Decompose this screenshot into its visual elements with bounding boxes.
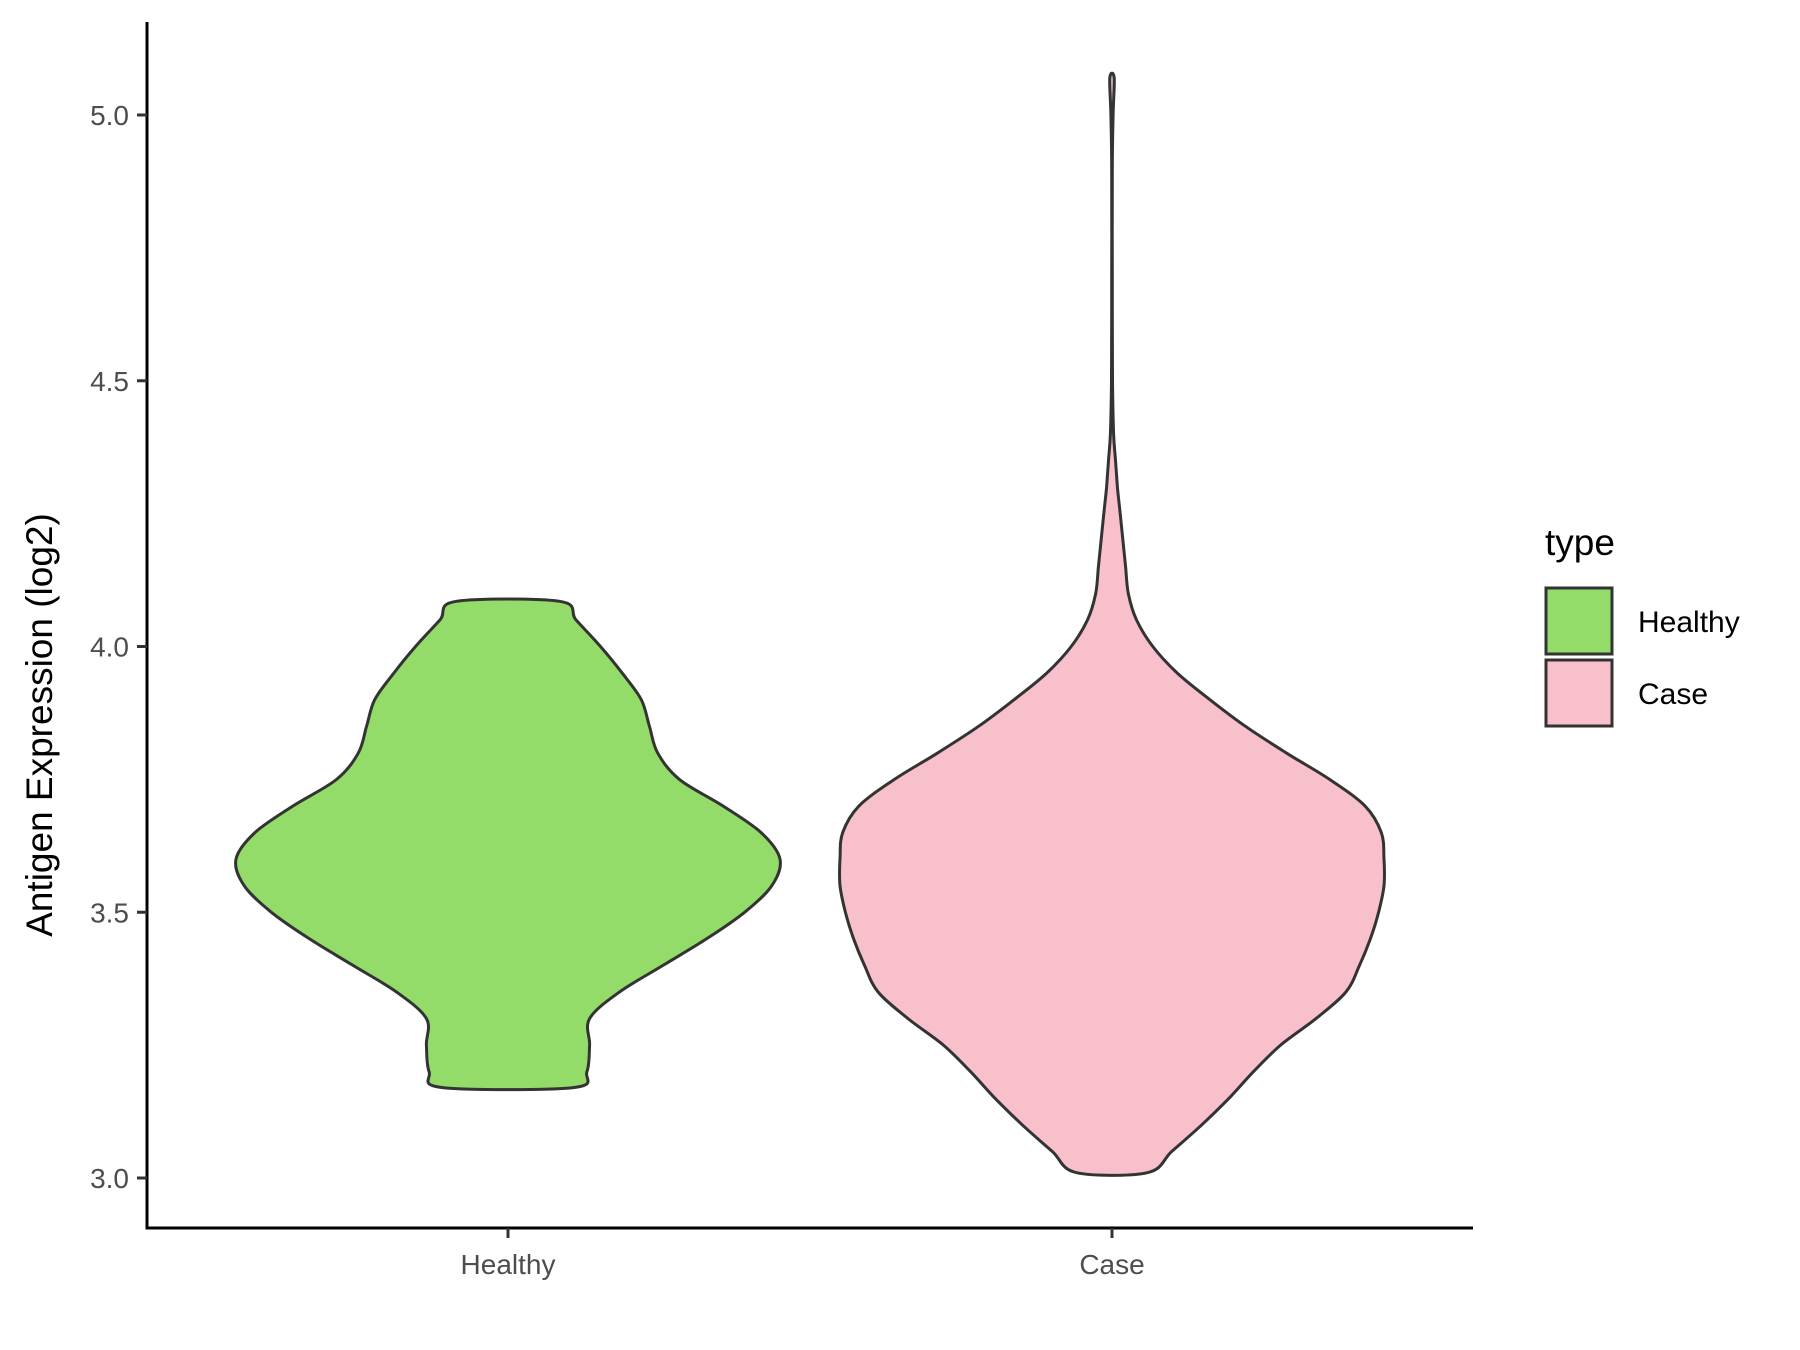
legend: type Healthy Case: [1544, 522, 1740, 728]
x-tick-label: Healthy: [461, 1249, 556, 1280]
y-tick-label: 4.0: [90, 632, 129, 663]
x-tick-label: Case: [1079, 1249, 1144, 1280]
legend-key-case: [1544, 658, 1614, 728]
legend-key-healthy: [1544, 586, 1614, 656]
y-axis-title: Antigen Expression (log2): [19, 513, 60, 937]
violin-healthy: [234, 597, 782, 1092]
legend-label-case: Case: [1638, 678, 1708, 711]
axes: 3.0 3.5 4.0 4.5 5.0 Healthy Case: [90, 22, 1473, 1280]
legend-label-healthy: Healthy: [1638, 606, 1740, 639]
violin-layer: [234, 71, 1387, 1177]
legend-title: type: [1545, 522, 1615, 563]
y-tick-label: 4.5: [90, 366, 129, 397]
y-tick-label: 5.0: [90, 100, 129, 131]
y-tick-label: 3.0: [90, 1163, 129, 1194]
violin-case: [837, 71, 1387, 1177]
y-tick-label: 3.5: [90, 897, 129, 928]
